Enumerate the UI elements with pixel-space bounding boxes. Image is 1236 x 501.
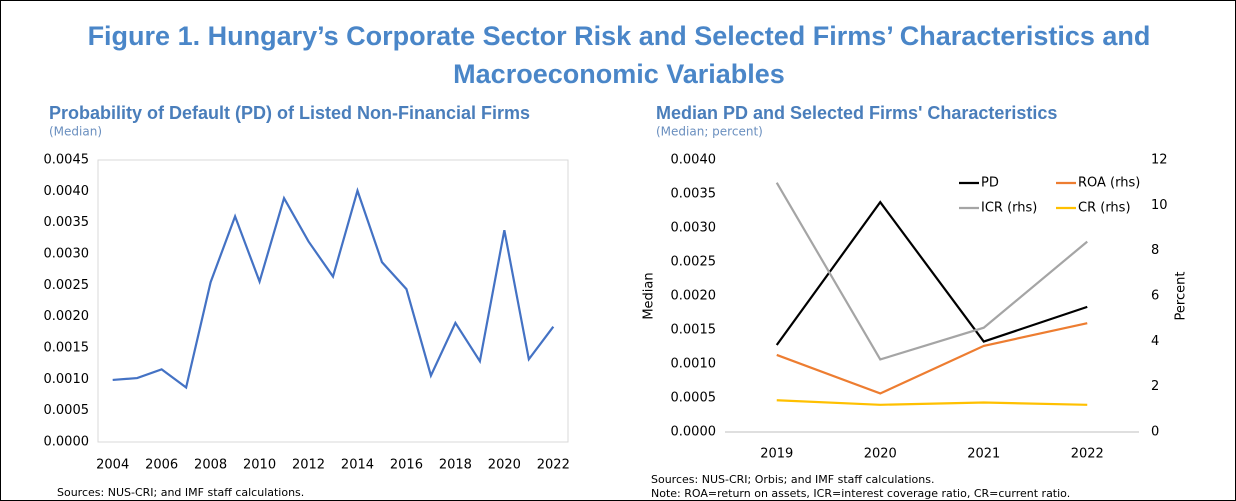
y2-tick-label: 6 [1151, 289, 1159, 304]
legend-label: ROA (rhs) [1078, 176, 1140, 191]
legend-label: PD [981, 176, 999, 191]
x-tick-label: 2022 [537, 458, 570, 473]
y-tick-label: 0.0015 [44, 341, 90, 356]
y-tick-label: 0.0040 [671, 153, 717, 168]
y-tick-label: 0.0010 [671, 357, 717, 372]
legend-label: CR (rhs) [1078, 201, 1131, 216]
y-tick-label: 0.0000 [671, 425, 717, 440]
x-tick-label: 2018 [439, 458, 472, 473]
y2-tick-label: 8 [1151, 243, 1159, 258]
y-tick-label: 0.0035 [44, 215, 90, 230]
y-tick-label: 0.0010 [44, 372, 90, 387]
y-tick-label: 0.0030 [671, 221, 717, 236]
y-tick-label: 0.0020 [671, 289, 717, 304]
chart-subtitle: (Median) [49, 125, 102, 139]
figure-title: Figure 1. Hungary’s Corporate Sector Ris… [87, 21, 1151, 89]
chart-subtitle: (Median; percent) [656, 125, 763, 139]
x-tick-label: 2010 [243, 458, 276, 473]
x-tick-label: 2020 [864, 447, 897, 462]
sources: Sources: NUS-CRI; and IMF staff calculat… [57, 486, 304, 499]
y-tick-label: 0.0000 [44, 435, 90, 450]
x-tick-label: 2004 [96, 458, 129, 473]
x-tick-label: 2021 [967, 447, 1000, 462]
chart-title: Probability of Default (PD) of Listed No… [49, 103, 530, 123]
sources: Sources: NUS-CRI; Orbis; and IMF staff c… [651, 473, 934, 486]
y-tick-label: 0.0025 [44, 278, 90, 293]
line-series [776, 322, 1088, 395]
note: Note: ROA=return on assets, ICR=interest… [651, 487, 1070, 500]
y-tick-label: 0.0030 [44, 247, 90, 262]
x-tick-label: 2022 [1071, 447, 1104, 462]
x-tick-label: 2008 [194, 458, 227, 473]
y2-tick-label: 12 [1151, 153, 1168, 168]
x-tick-label: 2014 [341, 458, 374, 473]
legend-label: ICR (rhs) [981, 201, 1037, 216]
x-tick-label: 2019 [760, 447, 793, 462]
y2-axis-label: Percent [1174, 272, 1189, 321]
line-series [776, 399, 1088, 406]
x-tick-label: 2016 [390, 458, 423, 473]
line-series [112, 187, 555, 390]
y-tick-label: 0.0045 [44, 153, 90, 168]
x-tick-label: 2006 [145, 458, 178, 473]
y2-tick-label: 10 [1151, 198, 1168, 213]
y-tick-label: 0.0015 [671, 323, 717, 338]
y-tick-label: 0.0020 [44, 309, 90, 324]
y2-tick-label: 0 [1151, 425, 1159, 440]
x-tick-label: 2012 [292, 458, 325, 473]
line-series [775, 182, 1088, 361]
line-series [775, 200, 1088, 346]
y2-tick-label: 2 [1151, 379, 1159, 394]
y2-tick-label: 4 [1151, 334, 1159, 349]
y-tick-label: 0.0005 [671, 391, 717, 406]
y-tick-label: 0.0035 [671, 187, 717, 202]
y-tick-label: 0.0005 [44, 403, 90, 418]
y-axis-label: Median [642, 272, 657, 319]
y-tick-label: 0.0025 [671, 255, 717, 270]
y-tick-label: 0.0040 [44, 184, 90, 199]
x-tick-label: 2020 [488, 458, 521, 473]
chart-title: Median PD and Selected Firms' Characteri… [656, 103, 1057, 123]
plot-frame [97, 159, 569, 443]
